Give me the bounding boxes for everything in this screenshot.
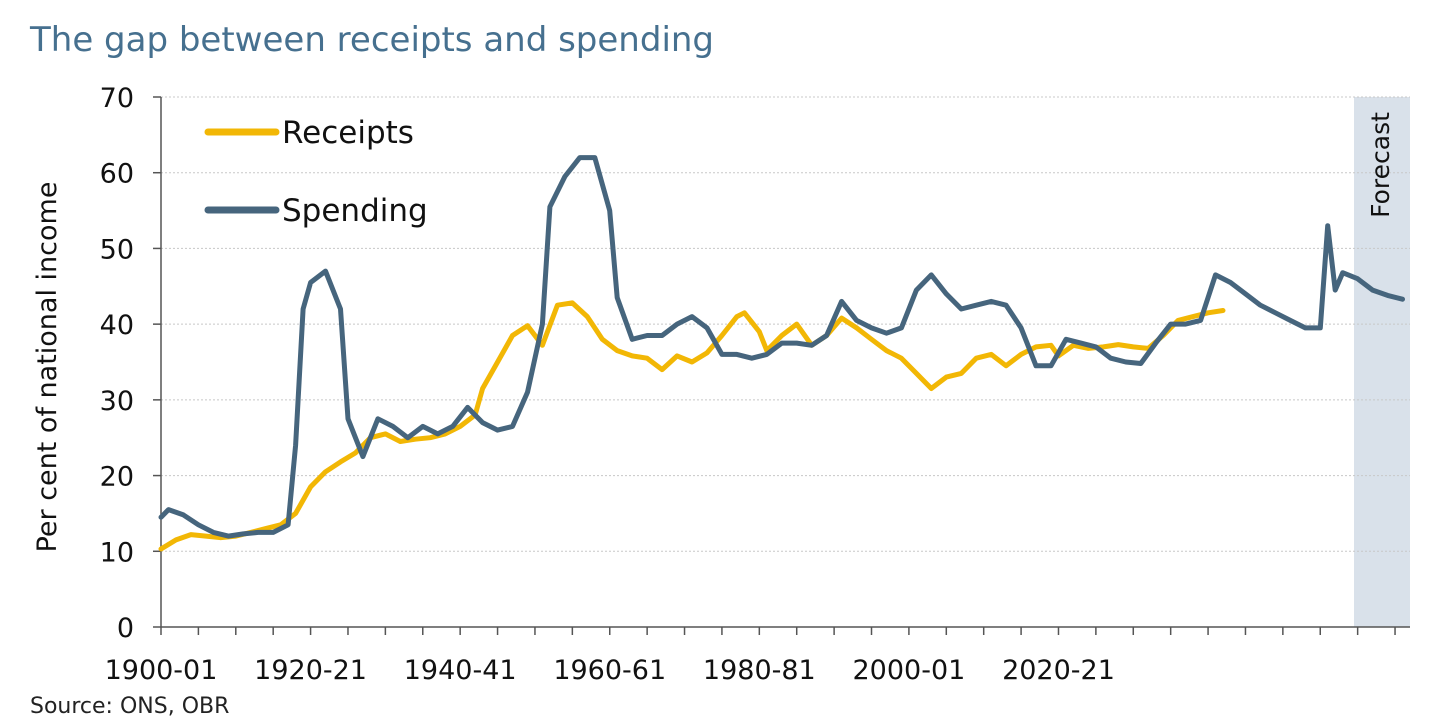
y-tick-label: 70 — [100, 83, 134, 114]
x-axis-ticks: 1900-01 1920-21 1940-41 1960-61 1980-81 2000-… — [105, 627, 1396, 686]
gridlines — [161, 96, 1410, 552]
legend-receipts-label: Receipts — [282, 115, 414, 151]
y-tick-label: 0 — [117, 613, 134, 644]
axes — [160, 97, 1410, 628]
forecast-label: Forecast — [1366, 112, 1395, 218]
x-tick-label: 1940-41 — [404, 655, 517, 686]
legend: Receipts Spending — [204, 115, 428, 229]
series-lines — [158, 155, 1405, 552]
chart-title: The gap between receipts and spending — [30, 20, 715, 60]
x-tick-label: 2020-21 — [1002, 655, 1115, 686]
y-tick-label: 30 — [100, 386, 134, 417]
x-tick-label: 1920-21 — [254, 655, 367, 686]
y-tick-label: 50 — [100, 234, 134, 265]
source-note: Source: ONS, OBR — [30, 694, 230, 719]
y-axis-label: Per cent of national income — [32, 182, 63, 553]
y-tick-label: 40 — [100, 310, 134, 341]
legend-spending-label: Spending — [282, 193, 428, 229]
y-tick-label: 20 — [100, 462, 134, 493]
forecast-shaded-region — [1354, 97, 1410, 627]
receipts-line — [158, 300, 1226, 552]
x-tick-label: 1980-81 — [703, 655, 816, 686]
y-axis-ticks: 0 10 20 30 40 50 60 70 — [100, 83, 161, 644]
spending-line — [158, 155, 1405, 539]
x-tick-label: 1900-01 — [105, 655, 218, 686]
x-tick-label: 2000-01 — [852, 655, 965, 686]
y-tick-label: 10 — [100, 537, 134, 568]
x-tick-label: 1960-61 — [553, 655, 666, 686]
y-tick-label: 60 — [100, 159, 134, 190]
